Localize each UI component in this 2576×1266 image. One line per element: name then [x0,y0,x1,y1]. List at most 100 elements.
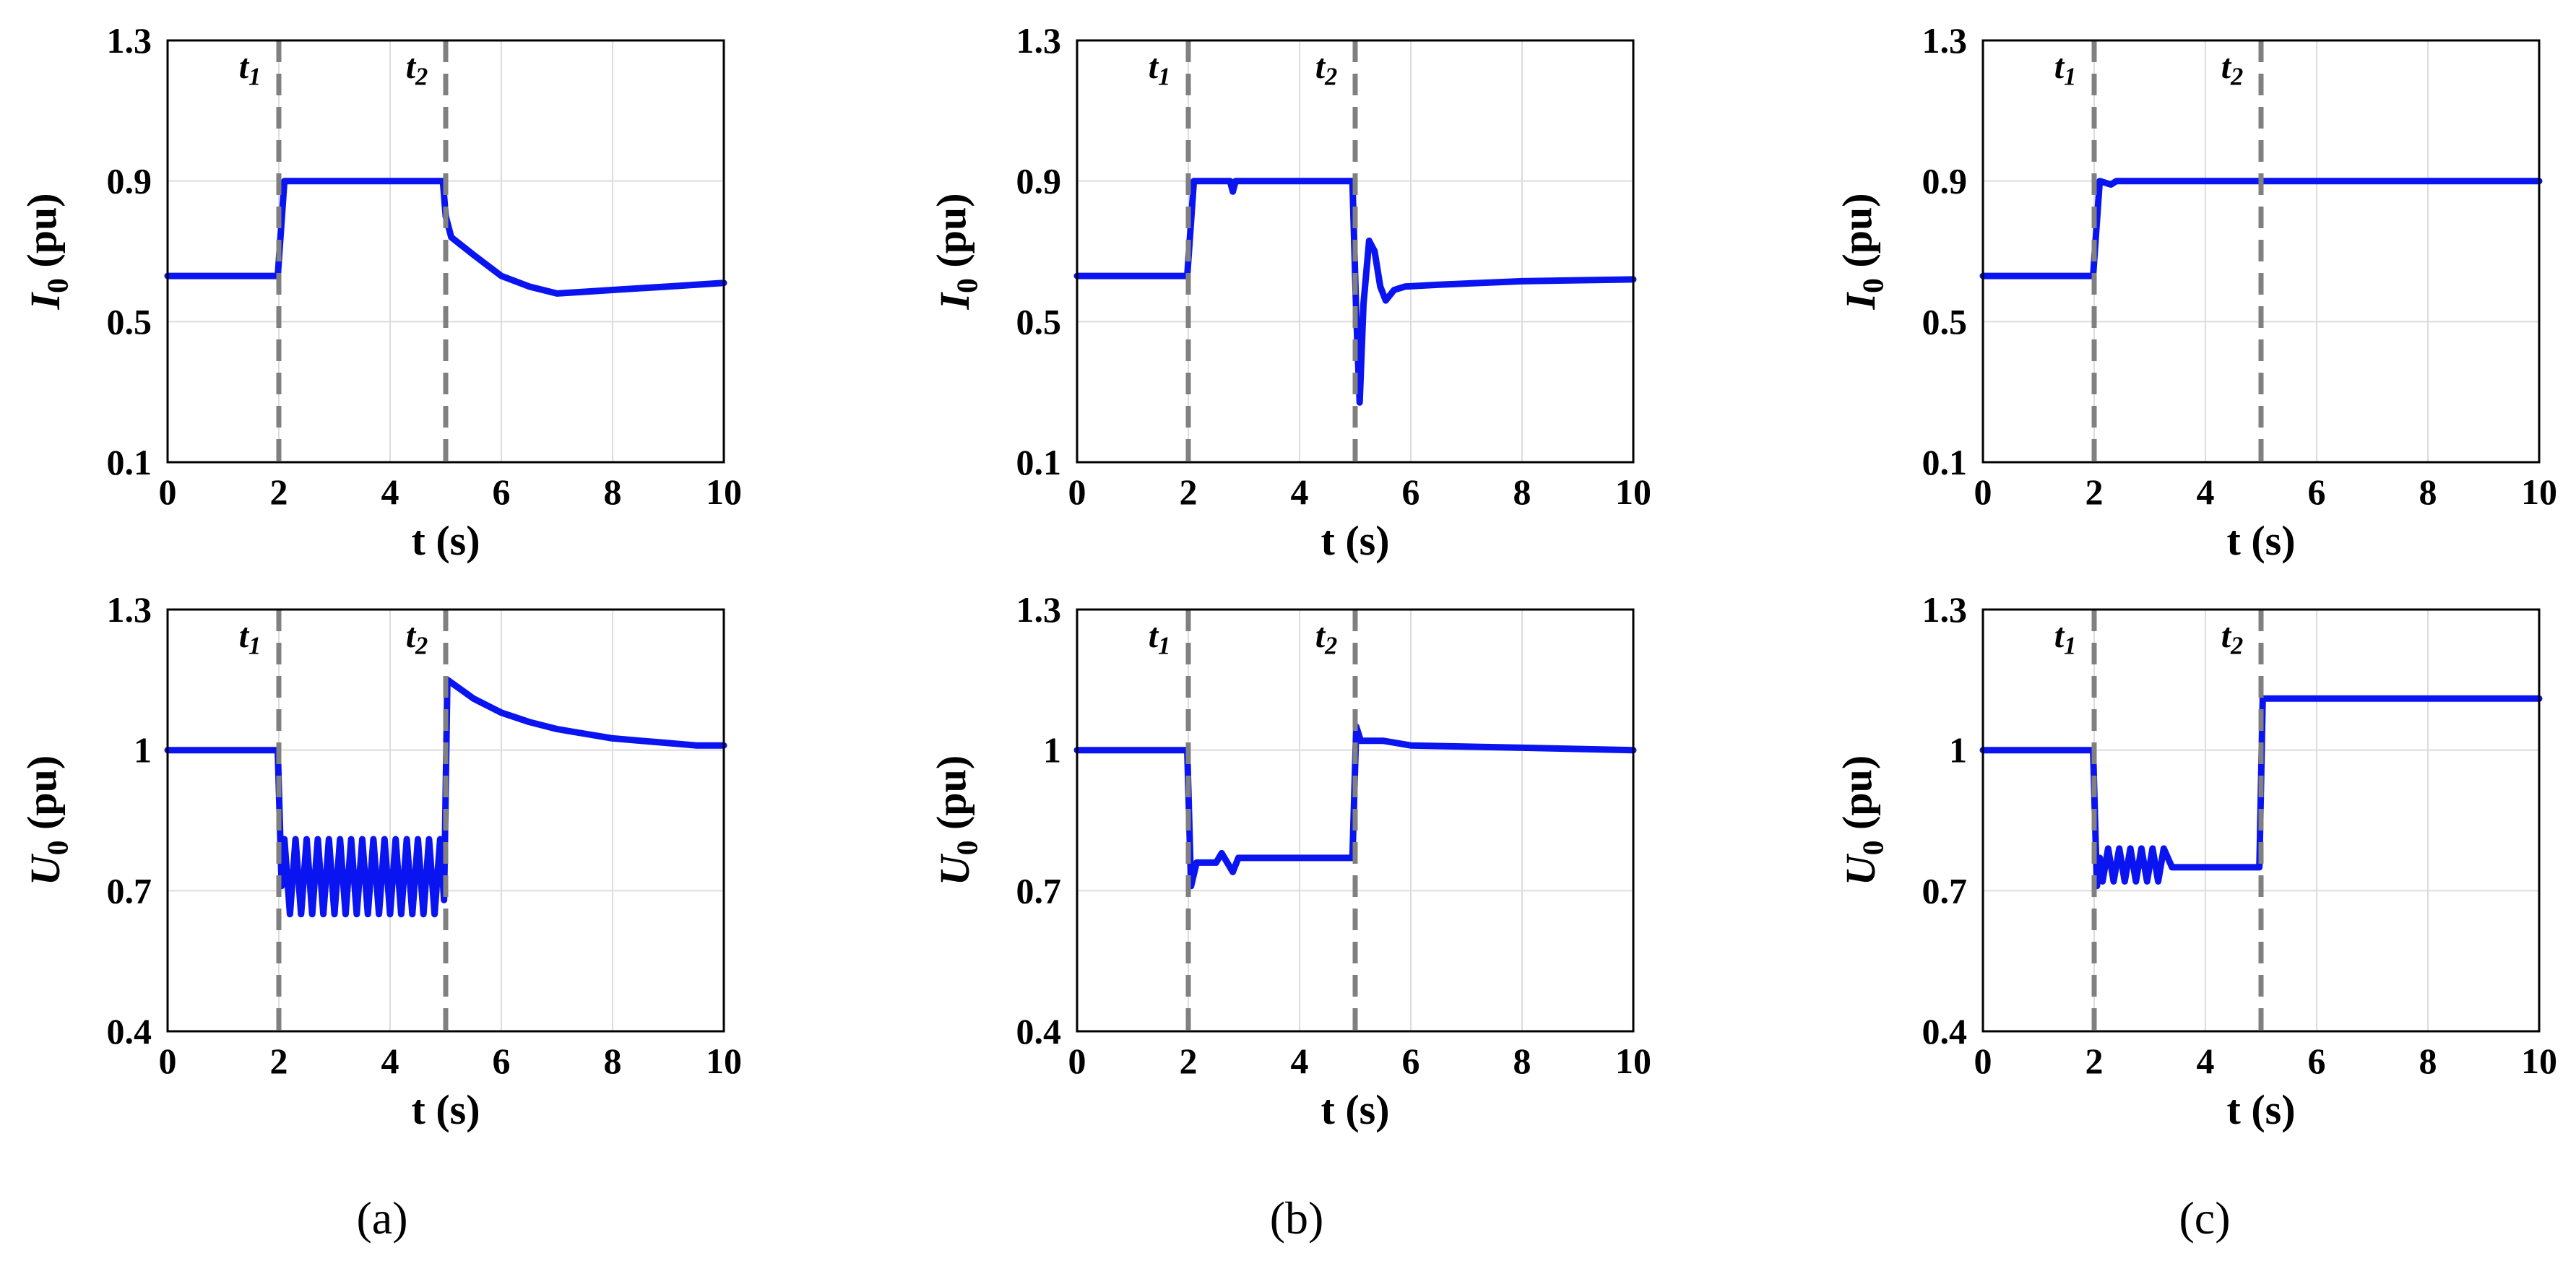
y-tick-label: 0.7 [107,870,152,911]
x-tick-label: 6 [2308,472,2326,512]
x-tick-label: 2 [1180,1041,1198,1081]
chart-a-voltage: 0 2 4 6 8 10 0.4 0.7 1 1.3 t1 t2 t (s) U0 (pu) [18,589,742,1133]
x-tick-label: 10 [2521,472,2557,512]
x-tick-label: 4 [381,1041,399,1081]
x-tick-label: 0 [1974,472,1992,512]
y-tick-label: 0.5 [107,301,152,342]
y-axis-label: U0 (pu) [18,755,74,885]
x-axis-label: t (s) [2226,1086,2295,1133]
panel-caption-c: (c) [2179,1192,2231,1244]
series-line [1073,178,1637,406]
event-label-t1: t1 [1149,48,1171,91]
series-line [164,178,727,297]
x-tick-label: 4 [2197,1041,2215,1081]
x-tick-label: 8 [1513,1041,1531,1081]
axes-frame [1981,608,2541,1033]
x-tick-label: 6 [1402,472,1420,512]
event-label-t1: t1 [1149,617,1171,660]
y-tick-label: 1.3 [1016,589,1062,630]
x-axis-label: t (s) [2226,517,2295,564]
x-tick-label: 0 [159,1041,177,1081]
chart-c-voltage: 0 2 4 6 8 10 0.4 0.7 1 1.3 t1 t2 t (s) U0 (pu) [1833,589,2557,1133]
y-axis-label: I0 (pu) [928,193,984,310]
x-axis-label: t (s) [411,1086,480,1133]
axes-frame [1076,39,1635,464]
y-tick-label: 0.9 [1922,161,1968,201]
event-label-t1: t1 [2054,48,2077,91]
x-tick-label: 4 [381,472,399,512]
axes-frame [166,39,725,464]
y-axis-label: I0 (pu) [1833,193,1890,310]
event-label-t1: t1 [239,617,262,660]
x-tick-label: 10 [706,472,742,512]
x-tick-label: 6 [493,1041,511,1081]
y-tick-label: 0.1 [1016,442,1062,482]
chart-b-voltage: 0 2 4 6 8 10 0.4 0.7 1 1.3 t1 t2 t (s) U0 (pu) [928,589,1651,1133]
x-tick-label: 0 [159,472,177,512]
y-tick-label: 0.1 [1922,442,1968,482]
y-tick-label: 1.3 [1922,20,1968,61]
event-label-t1: t1 [239,48,262,91]
x-tick-label: 4 [1291,472,1309,512]
y-axis-label: U0 (pu) [928,755,984,885]
event-label-t2: t2 [1315,617,1338,660]
x-tick-label: 4 [1291,1041,1309,1081]
x-axis-label: t (s) [1321,517,1389,564]
x-tick-label: 8 [2419,1041,2437,1081]
x-tick-label: 8 [604,1041,622,1081]
x-tick-label: 8 [1513,472,1531,512]
event-label-t2: t2 [2221,48,2244,91]
y-tick-label: 0.9 [107,161,152,201]
x-tick-label: 10 [1615,472,1651,512]
x-tick-label: 2 [270,1041,288,1081]
event-label-t2: t2 [406,48,428,91]
series-line [1073,723,1637,890]
y-tick-label: 0.4 [1922,1011,1968,1052]
y-tick-label: 1.3 [107,20,152,61]
x-tick-label: 8 [2419,472,2437,512]
event-label-t1: t1 [2054,617,2077,660]
y-tick-label: 0.7 [1922,870,1968,911]
y-tick-label: 1 [134,730,152,771]
x-tick-label: 8 [604,472,622,512]
x-tick-label: 10 [1615,1041,1651,1081]
y-axis-label: U0 (pu) [1833,755,1890,885]
x-tick-label: 6 [493,472,511,512]
x-tick-label: 0 [1068,472,1086,512]
x-tick-label: 0 [1068,1041,1086,1081]
series-line [1979,178,2543,279]
x-axis-label: t (s) [1321,1086,1389,1133]
x-tick-label: 0 [1974,1041,1992,1081]
event-label-t2: t2 [2221,617,2244,660]
y-tick-label: 1.3 [1922,589,1968,630]
x-tick-label: 2 [2086,472,2104,512]
y-axis-label: I0 (pu) [18,193,74,310]
x-tick-label: 6 [1402,1041,1420,1081]
y-tick-label: 0.5 [1922,301,1968,342]
x-axis-label: t (s) [411,517,480,564]
chart-a-current: 0 2 4 6 8 10 0.1 0.5 0.9 1.3 t1 t2 t (s) I0 (pu) [18,20,742,564]
y-tick-label: 1.3 [1016,20,1062,61]
axes-frame [1981,39,2541,464]
panel-caption-a: (a) [356,1192,408,1244]
chart-b-current: 0 2 4 6 8 10 0.1 0.5 0.9 1.3 t1 t2 t (s) I0 (pu) [928,20,1651,564]
event-label-t2: t2 [1315,48,1338,91]
y-tick-label: 0.4 [1016,1011,1062,1052]
y-tick-label: 1 [1949,730,1967,771]
y-tick-label: 0.1 [107,442,152,482]
x-tick-label: 10 [706,1041,742,1081]
series-line [164,676,727,918]
x-tick-label: 2 [1180,472,1198,512]
x-tick-label: 4 [2197,472,2215,512]
axes-frame [1076,608,1635,1033]
chart-c-current: 0 2 4 6 8 10 0.1 0.5 0.9 1.3 t1 t2 t (s) I0 (pu) [1833,20,2557,564]
event-label-t2: t2 [406,617,428,660]
y-tick-label: 0.4 [107,1011,152,1052]
y-tick-label: 0.7 [1016,870,1062,911]
y-tick-label: 1 [1043,730,1061,771]
x-tick-label: 6 [2308,1041,2326,1081]
panel-caption-b: (b) [1269,1192,1324,1244]
x-tick-label: 2 [2086,1041,2104,1081]
